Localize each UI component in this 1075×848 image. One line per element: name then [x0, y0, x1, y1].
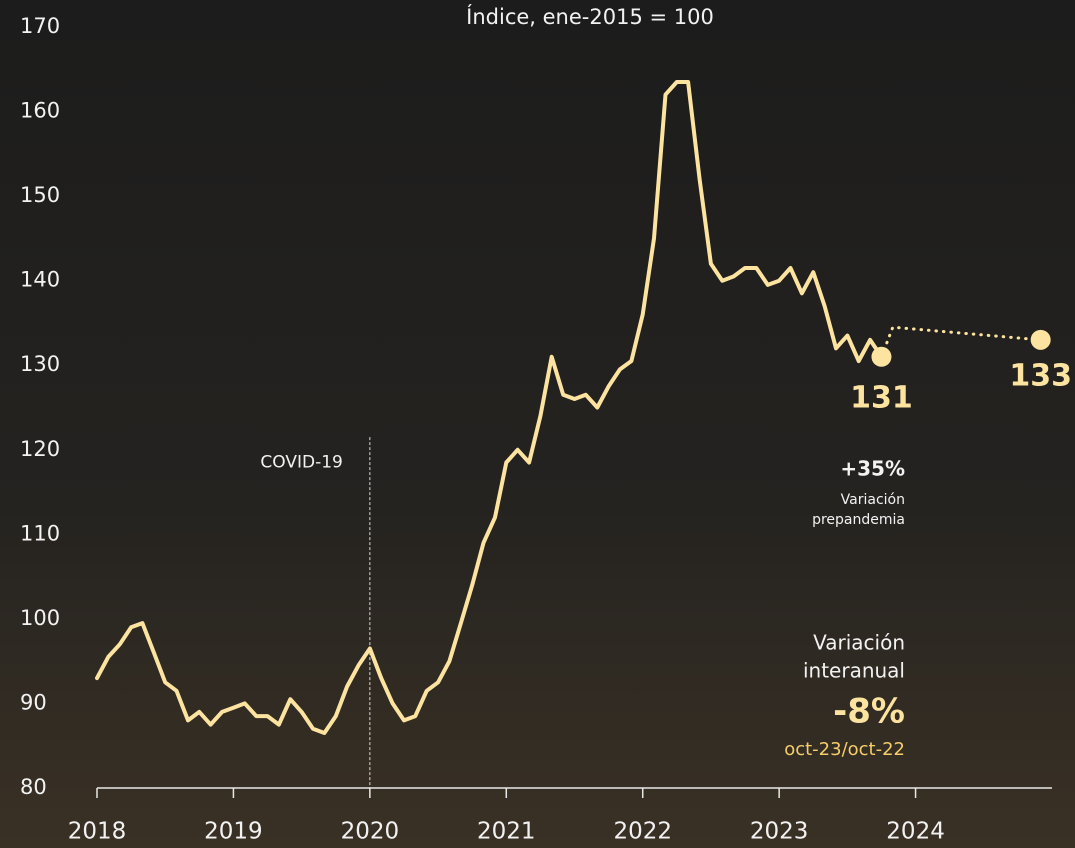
annotation-value: +35%	[840, 457, 905, 481]
y-tick-label: 170	[20, 14, 60, 38]
annotation-text: interanual	[803, 659, 905, 683]
x-tick-label: 2024	[886, 819, 945, 845]
y-tick-label: 140	[20, 268, 60, 292]
value-label: 131	[850, 380, 913, 415]
y-tick-label: 160	[20, 99, 60, 123]
value-label: 133	[1009, 358, 1072, 393]
y-tick-label: 100	[20, 606, 60, 630]
y-tick-label: 150	[20, 183, 60, 207]
x-tick-label: 2020	[341, 819, 400, 845]
projection-line	[880, 325, 1043, 359]
y-tick-label: 130	[20, 352, 60, 376]
x-tick-label: 2022	[613, 819, 672, 845]
x-tick-label: 2021	[477, 819, 536, 845]
event-label: COVID-19	[260, 452, 342, 472]
y-tick-label: 120	[20, 437, 60, 461]
annotation-note: oct-23/oct-22	[784, 739, 905, 760]
y-tick-label: 90	[20, 690, 47, 714]
x-tick-label: 2023	[750, 819, 809, 845]
end-dot	[1030, 329, 1051, 350]
annotation-text: Variación	[813, 631, 905, 655]
y-tick-label: 80	[20, 775, 47, 799]
end-dot	[871, 346, 892, 367]
y-tick-label: 110	[20, 521, 60, 545]
chart-subtitle: Índice, ene-2015 = 100	[466, 4, 714, 29]
annotation-text: Variación	[841, 492, 905, 508]
annotation-text: prepandemia	[812, 512, 905, 528]
x-tick-label: 2018	[68, 819, 127, 845]
x-tick-label: 2019	[204, 819, 263, 845]
annotation-value: -8%	[833, 692, 905, 732]
data-line	[95, 80, 884, 735]
